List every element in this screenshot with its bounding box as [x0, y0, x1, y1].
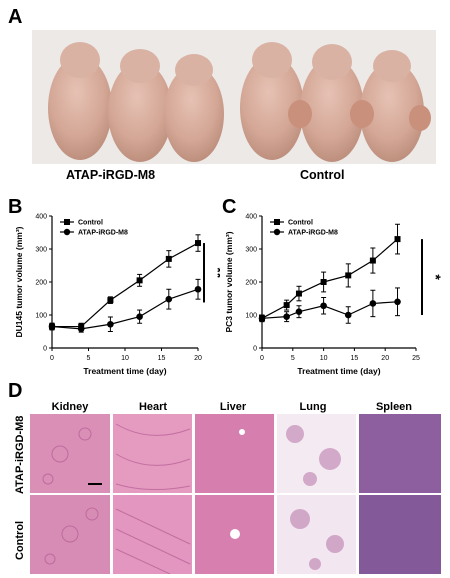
du145-x-tick-label: 5 [87, 355, 91, 362]
pc3-y-tick-label: 200 [245, 280, 257, 287]
du145-point-circle [77, 325, 85, 333]
pc3-legend-label: ATAP-iRGD-M8 [288, 230, 338, 237]
du145-x-tick-label: 10 [121, 355, 129, 362]
histo-heart-control [113, 495, 192, 574]
pc3-y-tick-label: 100 [245, 313, 257, 320]
histo-spleen-control [359, 495, 441, 574]
pc3-point-circle [295, 308, 303, 315]
photo-label-treated: ATAP-iRGD-M8 [66, 168, 156, 182]
mice-illustration [32, 30, 436, 164]
pc3-y-tick-label: 300 [245, 247, 257, 254]
histo-kidney-treated [30, 414, 110, 493]
du145-series-line [51, 288, 199, 330]
pc3-point-square [320, 279, 327, 285]
pc3-x-tick-label: 5 [291, 355, 295, 362]
du145-point-square [165, 255, 172, 262]
pc3-legend-marker [273, 228, 281, 236]
pc3-point-circle [394, 298, 401, 306]
pc3-legend-marker [274, 219, 280, 225]
pc3-point-circle [320, 302, 327, 310]
du145-y-tick-label: 400 [35, 214, 47, 221]
du145-point-square [136, 277, 143, 284]
du145-y-tick-label: 200 [35, 280, 47, 287]
du145-significance-mark: ** [210, 267, 220, 278]
du145-legend-marker [64, 219, 70, 225]
pc3-point-circle [258, 315, 266, 322]
histo-liver-treated [195, 414, 274, 493]
pc3-point-square [345, 272, 352, 279]
histo-spleen-treated [359, 414, 441, 493]
du145-point-circle [136, 313, 143, 320]
pc3-point-square [295, 290, 302, 297]
du145-y-tick-label: 0 [43, 346, 47, 353]
du145-x-axis-label: Treatment time (day) [83, 366, 166, 376]
tissue-title-lung: Lung [299, 401, 327, 413]
du145-legend-label: Control [78, 220, 103, 227]
du145-y-axis-label: DU145 tumor volume (mm³) [14, 226, 24, 337]
row-label-treated: ATAP-iRGD-M8 [14, 415, 26, 494]
pc3-point-circle [283, 313, 290, 320]
du145-x-tick-label: 15 [158, 355, 166, 362]
pc3-x-tick-label: 10 [320, 355, 328, 362]
du145-legend-marker [63, 228, 71, 236]
pc3-point-square [394, 236, 401, 243]
panel-label-b: B [8, 196, 23, 218]
du145-point-circle [48, 323, 56, 330]
du145-x-tick-label: 20 [194, 355, 202, 362]
panel-label-c: C [222, 196, 237, 218]
pc3-legend-label: Control [288, 220, 313, 227]
histo-heart-treated [113, 414, 192, 493]
pc3-x-tick-label: 25 [412, 355, 420, 362]
mice-photo [32, 30, 436, 164]
tissue-title-heart: Heart [138, 401, 168, 413]
du145-point-square [195, 240, 201, 247]
pc3-y-axis-label: PC3 tumor volume (mm³) [224, 231, 234, 332]
row-label-control: Control [14, 520, 26, 560]
chart-pc3: 0 5 10 15 20 25 0 100 200 300 400 Treatment time (d… [224, 214, 444, 377]
pc3-significance-mark: * [428, 274, 444, 280]
histo-kidney-control [30, 495, 110, 574]
panel-label-a: A [8, 6, 23, 28]
histology-grid [30, 414, 441, 574]
pc3-y-tick-label: 0 [253, 346, 257, 353]
tissue-title-kidney: Kidney [51, 401, 89, 413]
photo-label-control: Control [300, 168, 345, 182]
du145-x-tick-label: 0 [50, 355, 54, 362]
pc3-point-circle [369, 300, 377, 307]
pc3-point-square [369, 257, 376, 264]
pc3-y-tick-label: 400 [245, 214, 257, 221]
pc3-series-line [261, 238, 398, 319]
panel-label-d: D [8, 380, 23, 402]
pc3-x-tick-label: 0 [260, 355, 264, 362]
pc3-x-tick-label: 20 [381, 355, 389, 362]
du145-legend-label: ATAP-iRGD-M8 [78, 230, 128, 237]
pc3-point-square [283, 302, 290, 309]
du145-point-circle [165, 295, 173, 303]
du145-y-tick-label: 100 [35, 313, 47, 320]
pc3-point-circle [344, 311, 352, 319]
du145-point-circle [107, 320, 114, 328]
tissue-title-spleen: Spleen [375, 401, 413, 413]
pc3-series-line [261, 301, 398, 319]
du145-point-square [107, 297, 114, 304]
tissue-title-liver: Liver [219, 401, 247, 413]
du145-y-tick-label: 300 [35, 247, 47, 254]
du145-point-circle [194, 285, 202, 293]
du145-series-line [52, 242, 199, 328]
pc3-x-tick-label: 15 [351, 355, 359, 362]
pc3-x-axis-label: Treatment time (day) [297, 366, 380, 376]
